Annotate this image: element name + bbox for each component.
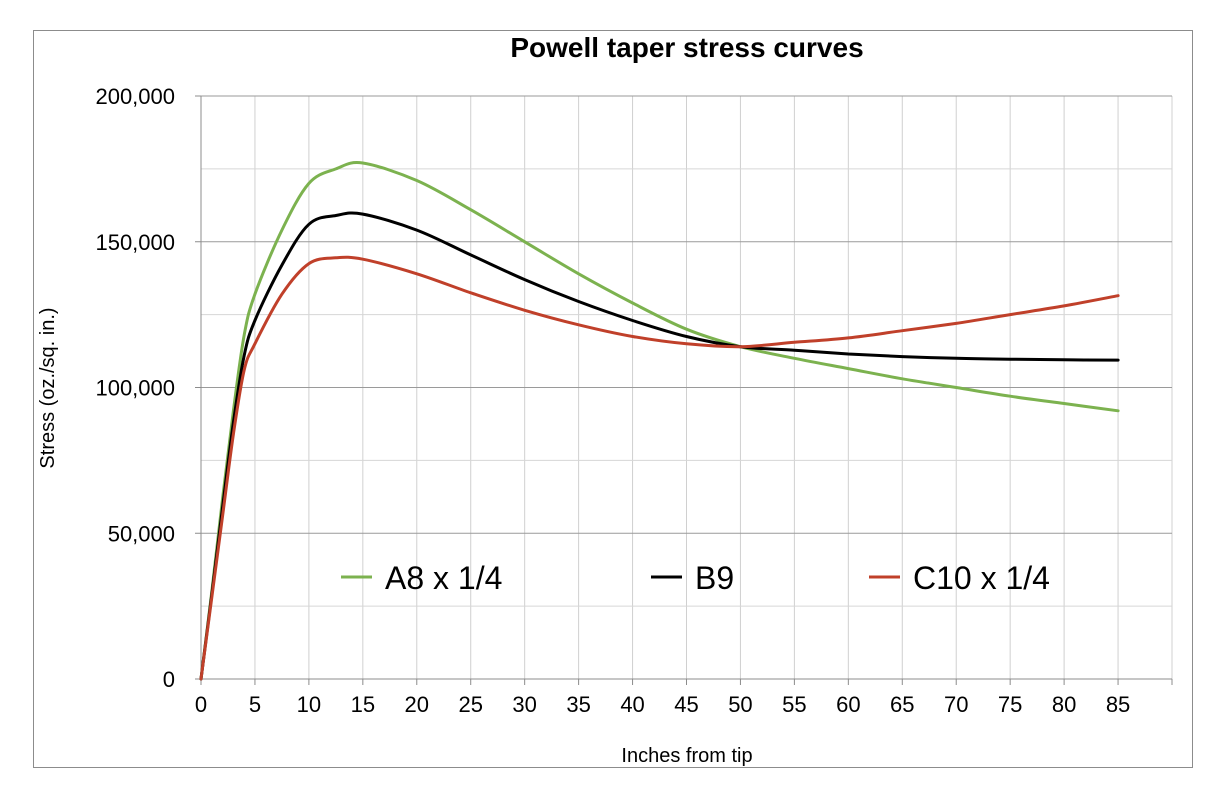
- x-tick-label: 85: [1106, 692, 1130, 717]
- legend: A8 x 1/4 B9 C10 x 1/4: [341, 560, 1050, 596]
- x-tick-label: 45: [674, 692, 698, 717]
- series-lines: [199, 161, 1120, 681]
- x-tick-labels: 0 5 10 15 20 25 30 35 40 45 50 55 60 65 70 75 80 85: [195, 692, 1130, 717]
- x-tick-label: 80: [1052, 692, 1076, 717]
- x-tick-label: 60: [836, 692, 860, 717]
- x-tick-label: 40: [620, 692, 644, 717]
- axes: [195, 95, 1173, 685]
- x-tick-label: 75: [998, 692, 1022, 717]
- x-tick-label: 70: [944, 692, 968, 717]
- y-tick-label: 150,000: [95, 230, 175, 255]
- series-line-c10-x-1-4: [199, 255, 1120, 681]
- x-tick-label: 0: [195, 692, 207, 717]
- x-tick-label: 65: [890, 692, 914, 717]
- y-tick-label: 50,000: [108, 521, 175, 546]
- x-tick-label: 25: [458, 692, 482, 717]
- x-tick-label: 35: [566, 692, 590, 717]
- x-tick-label: 5: [249, 692, 261, 717]
- y-tick-label: 200,000: [95, 84, 175, 109]
- y-tick-label: 0: [163, 667, 175, 692]
- y-axis-label: Stress (oz./sq. in.): [37, 307, 59, 468]
- x-tick-label: 20: [405, 692, 429, 717]
- y-tick-label: 100,000: [95, 376, 175, 401]
- x-tick-label: 15: [351, 692, 375, 717]
- x-axis-label: Inches from tip: [621, 745, 752, 767]
- legend-label-a8-x-1-4: A8 x 1/4: [385, 560, 502, 596]
- chart-frame: 0 5 10 15 20 25 30 35 40 45 50 55 60 65 70 75 80 85 0 50,0…: [33, 30, 1193, 768]
- chart-title: Powell taper stress curves: [510, 32, 863, 63]
- legend-label-c10-x-1-4: C10 x 1/4: [913, 560, 1050, 596]
- line-chart: 0 5 10 15 20 25 30 35 40 45 50 55 60 65 70 75 80 85 0 50,0…: [37, 32, 1173, 767]
- series-line-a8-x-1-4: [199, 161, 1120, 681]
- y-tick-labels: 0 50,000 100,000 150,000 200,000: [95, 84, 175, 692]
- x-tick-label: 30: [512, 692, 536, 717]
- x-tick-label: 55: [782, 692, 806, 717]
- x-tick-label: 50: [728, 692, 752, 717]
- series-line-b9: [199, 211, 1120, 681]
- legend-label-b9: B9: [695, 560, 734, 596]
- x-tick-label: 10: [297, 692, 321, 717]
